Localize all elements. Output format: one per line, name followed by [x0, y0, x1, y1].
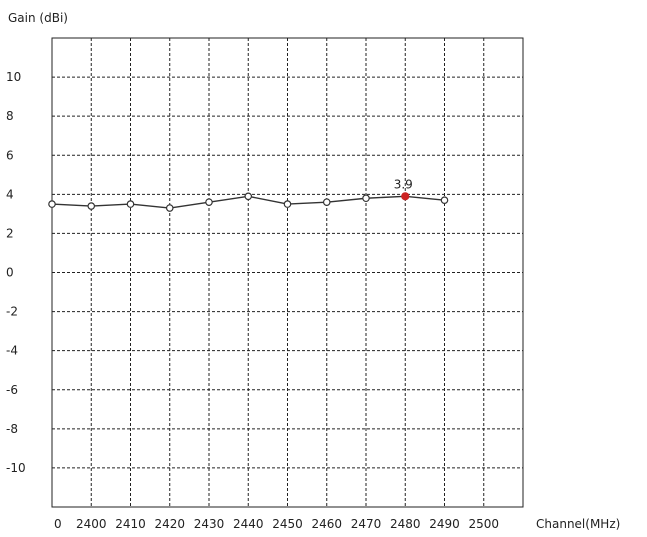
highlight-value-label: 3.9 [394, 177, 413, 191]
data-point [362, 194, 370, 203]
x-tick-label: 2470 [351, 517, 382, 531]
y-tick-label: 10 [6, 70, 21, 84]
series-layer: 3.9 [48, 177, 449, 212]
highlight-point [401, 192, 410, 201]
x-tick-labels: 2400 2410 2420 2430 2440 2450 2460 2470 2480 2490… [76, 517, 499, 531]
x-tick-label: 2410 [115, 517, 146, 531]
y-tick-label: -6 [6, 383, 18, 397]
y-tick-label: -10 [6, 461, 26, 475]
y-axis-title: Gain (dBi) [8, 11, 68, 25]
data-point [322, 198, 331, 206]
y-tick-label: -4 [6, 344, 18, 358]
x-tick-label: 2400 [76, 517, 107, 531]
data-point [283, 200, 292, 208]
y-tick-label: 8 [6, 109, 14, 123]
data-point [48, 200, 56, 208]
data-point [440, 196, 449, 204]
y-tick-label: 0 [6, 266, 14, 280]
x-tick-label: 2480 [390, 517, 421, 531]
y-tick-label: 6 [6, 148, 14, 162]
data-point [165, 204, 174, 212]
x-tick-label: 2450 [272, 517, 303, 531]
data-point [244, 192, 253, 201]
data-point [205, 198, 213, 206]
x-tick-label: 2420 [154, 517, 185, 531]
x-origin-label: 0 [54, 517, 62, 531]
y-tick-label: -2 [6, 305, 18, 319]
y-tick-label: 2 [6, 226, 14, 240]
x-tick-label: 2500 [468, 517, 499, 531]
data-point [87, 202, 96, 210]
x-tick-label: 2490 [429, 517, 460, 531]
plot-grid [51, 37, 524, 508]
x-axis-title: Channel(MHz) [536, 517, 620, 531]
y-tick-label: 4 [6, 187, 14, 201]
data-point [126, 200, 135, 208]
x-tick-label: 2440 [233, 517, 264, 531]
x-tick-label: 2460 [311, 517, 342, 531]
x-tick-label: 2430 [194, 517, 225, 531]
y-tick-labels: 10 8 6 4 2 0 -2 -4 -6 -8 -10 [6, 70, 26, 475]
y-tick-label: -8 [6, 422, 18, 436]
